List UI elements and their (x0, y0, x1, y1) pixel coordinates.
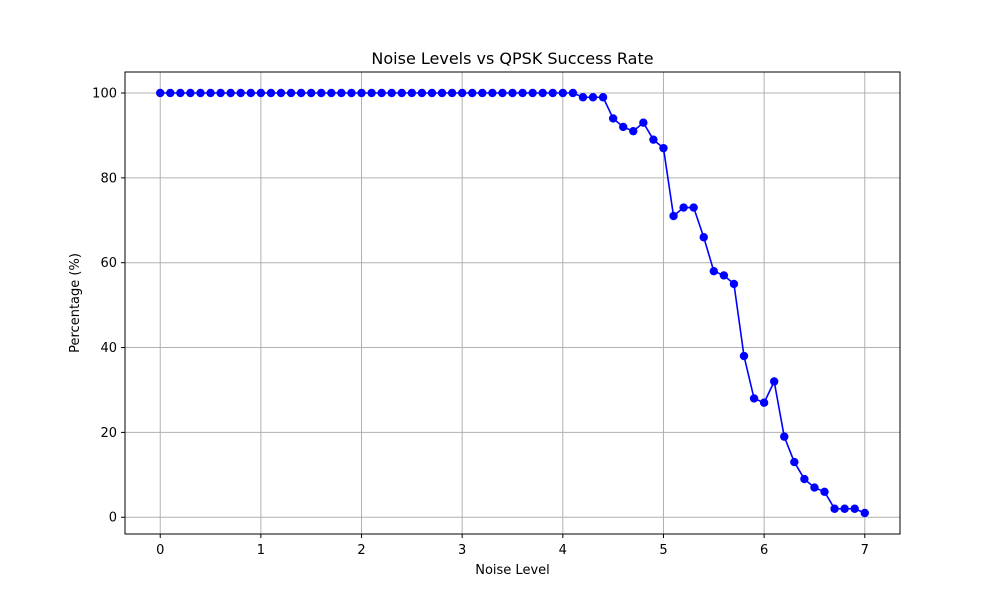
data-point (679, 203, 688, 212)
data-point (850, 504, 859, 513)
data-point (347, 88, 356, 98)
y-tick-label: 20 (100, 426, 117, 441)
x-tick-label: 5 (659, 543, 667, 558)
x-tick-label: 0 (156, 543, 164, 558)
x-tick-label: 2 (357, 543, 365, 558)
data-point (649, 135, 658, 144)
data-point (830, 504, 839, 513)
data-point (588, 93, 598, 102)
y-tick-label: 40 (100, 341, 117, 356)
x-tick-label: 3 (458, 543, 466, 558)
data-point (337, 88, 346, 98)
y-tick-label: 80 (100, 171, 117, 186)
data-point (669, 211, 678, 221)
data-point (538, 88, 547, 98)
data-point (216, 88, 225, 98)
data-point (457, 88, 467, 98)
data-point (769, 377, 779, 386)
data-point (437, 88, 447, 98)
data-point (226, 88, 235, 98)
data-point (296, 88, 306, 98)
data-point (548, 88, 557, 98)
data-point (468, 88, 477, 98)
data-point (387, 88, 396, 98)
data-point (578, 93, 588, 102)
data-point (759, 398, 769, 407)
x-axis-label: Noise Level (475, 563, 550, 578)
data-point (558, 88, 568, 98)
data-point (447, 88, 457, 98)
plot-frame (124, 71, 901, 535)
data-point (508, 88, 517, 98)
data-point (568, 88, 578, 98)
data-point (528, 88, 537, 98)
grid (125, 72, 900, 534)
data-point (266, 88, 276, 98)
data-point (739, 351, 749, 361)
data-point (206, 88, 215, 98)
data-point (256, 88, 266, 98)
data-point (407, 88, 417, 98)
data-point (246, 88, 256, 98)
data-point (608, 114, 618, 123)
data-point (176, 88, 185, 98)
data-point (639, 118, 648, 127)
data-point (488, 88, 497, 98)
y-tick-label: 0 (109, 511, 117, 526)
data-point (327, 88, 336, 98)
data-point (699, 233, 708, 242)
data-point (800, 474, 809, 484)
data-point (357, 88, 366, 98)
axis-ticks: 0 1 2 3 4 5 6 7 0 20 40 60 80 100 (92, 87, 869, 559)
chart-title: Noise Levels vs QPSK Success Rate (371, 49, 653, 68)
data-point (417, 88, 427, 98)
data-point (598, 93, 608, 102)
data-point (820, 487, 829, 496)
x-tick-label: 6 (760, 543, 768, 558)
data-point (156, 88, 165, 98)
series-layer (156, 88, 869, 518)
x-tick-label: 7 (861, 543, 869, 558)
data-point (397, 88, 406, 98)
data-point (317, 88, 326, 98)
data-point (276, 88, 286, 98)
data-point (307, 88, 316, 98)
data-point (709, 266, 718, 276)
data-point (166, 88, 175, 98)
data-point (427, 88, 437, 98)
data-point (689, 203, 698, 212)
x-tick-label: 4 (559, 543, 567, 558)
data-point (810, 483, 819, 492)
data-point (236, 88, 245, 98)
data-point (186, 88, 195, 98)
data-point (619, 122, 628, 132)
data-point (719, 271, 729, 280)
data-point (478, 88, 487, 98)
data-point (780, 432, 789, 441)
data-point (840, 504, 849, 513)
data-point (729, 279, 739, 289)
data-point (749, 394, 759, 403)
data-point (518, 88, 527, 98)
data-point (860, 508, 869, 518)
data-point (367, 88, 376, 98)
y-tick-label: 60 (100, 256, 117, 271)
data-point (790, 457, 799, 467)
data-point (377, 88, 386, 98)
data-point (498, 88, 507, 98)
y-tick-label: 100 (92, 87, 117, 102)
y-axis-label: Percentage (%) (68, 253, 83, 353)
series-line (160, 92, 866, 514)
data-point (659, 143, 668, 153)
data-point (629, 126, 638, 136)
x-tick-label: 1 (257, 543, 265, 558)
data-point (196, 88, 205, 98)
data-point (286, 88, 296, 98)
